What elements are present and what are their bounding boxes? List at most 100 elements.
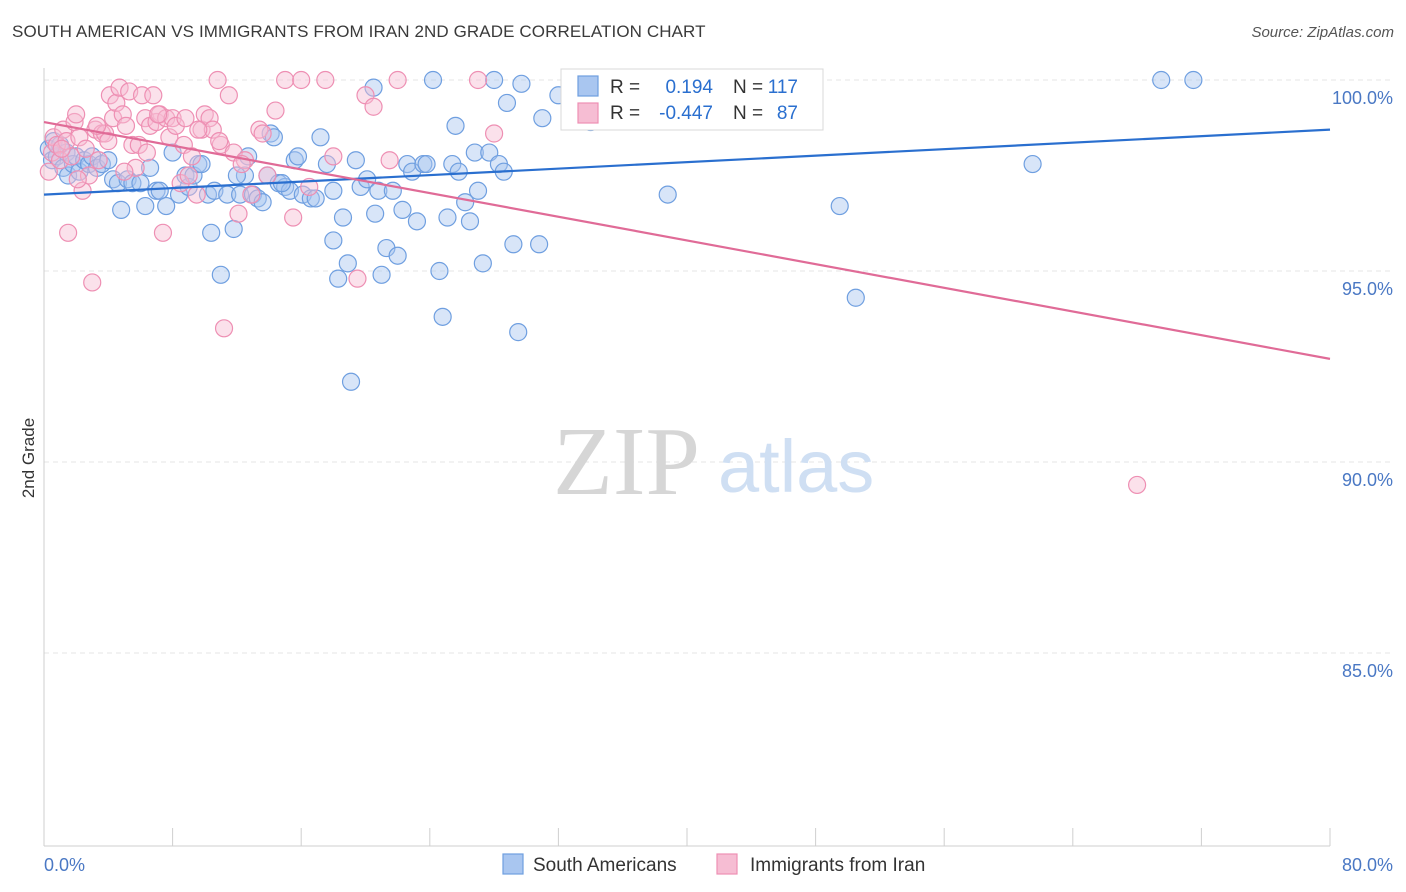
point-south-americans-89 — [468, 181, 488, 200]
point-south-americans-110 — [1152, 70, 1171, 90]
point-south-americans-68 — [369, 181, 388, 200]
point-iran-56 — [229, 204, 248, 223]
point-iran-37 — [153, 223, 173, 242]
point-iran-20 — [99, 132, 118, 151]
point-south-americans-83 — [443, 154, 462, 174]
stats-r-label-2: R = — [610, 103, 640, 124]
point-iran-51 — [208, 70, 227, 90]
watermark-atlas: atlas — [718, 425, 874, 508]
trend-lines — [43, 120, 1331, 360]
point-iran-34 — [144, 86, 163, 105]
point-south-americans-100 — [533, 109, 552, 128]
point-south-americans-73 — [393, 200, 412, 219]
point-iran-72 — [388, 70, 407, 90]
point-south-americans-53 — [288, 147, 308, 166]
point-south-americans-106 — [658, 185, 677, 204]
legend-swatch-iran — [716, 853, 738, 875]
point-iran-53 — [214, 319, 234, 338]
point-iran-10 — [67, 105, 86, 124]
point-south-americans-84 — [446, 116, 465, 135]
point-iran-24 — [110, 78, 129, 97]
point-south-americans-27 — [157, 196, 176, 216]
point-iran-82 — [176, 109, 195, 128]
stats-r-label-1: R = — [610, 77, 640, 98]
point-south-americans-56 — [306, 189, 325, 208]
point-iran-25 — [113, 105, 132, 124]
stats-n-label-1: N = — [733, 77, 763, 98]
stats-box-frame — [560, 68, 824, 131]
point-south-americans-34 — [192, 154, 211, 174]
y-tick-label-3: 85.0% — [1342, 661, 1393, 681]
point-iran-77 — [68, 170, 87, 189]
point-iran-17 — [89, 151, 108, 170]
point-iran-70 — [364, 97, 383, 116]
point-south-americans-19 — [112, 200, 131, 219]
point-iran-84 — [210, 132, 229, 151]
point-iran-83 — [189, 120, 208, 139]
point-iran-80 — [137, 143, 156, 162]
point-iran-28 — [123, 135, 142, 155]
source-credit: Source: ZipAtlas.com — [1251, 24, 1394, 41]
point-iran-61 — [266, 101, 285, 120]
stats-n-label-2: N = — [733, 103, 763, 124]
y-axis-title: 2nd Grade — [19, 418, 38, 498]
point-iran-12 — [73, 181, 92, 200]
tick-labels: 100.0% 95.0% 90.0% 85.0% 0.0% 80.0% — [44, 88, 1393, 875]
point-south-americans-97 — [509, 323, 528, 342]
point-south-americans-24 — [140, 158, 160, 177]
point-iran-75 — [1127, 475, 1147, 495]
point-iran-81 — [149, 105, 168, 124]
point-south-americans-29 — [169, 185, 189, 204]
point-south-americans-76 — [407, 212, 427, 231]
point-iran-64 — [292, 70, 311, 90]
point-iran-65 — [300, 177, 319, 197]
point-iran-14 — [79, 166, 99, 185]
point-south-americans-81 — [433, 307, 452, 326]
point-south-americans-69 — [372, 265, 391, 284]
point-iran-46 — [187, 185, 206, 204]
point-south-americans-10 — [70, 162, 89, 181]
point-south-americans-23 — [136, 196, 155, 216]
axes — [43, 68, 1331, 847]
point-iran-41 — [166, 116, 185, 135]
stats-swatch-south-americans — [577, 75, 599, 97]
point-iran-44 — [179, 166, 198, 185]
x-tick-label-1: 80.0% — [1342, 855, 1393, 875]
stats-swatch-iran — [577, 102, 599, 124]
point-south-americans-26 — [150, 181, 169, 200]
point-iran-66 — [316, 70, 335, 90]
legend-label-south-americans: South Americans — [533, 855, 677, 876]
legend-label-iran: Immigrants from Iran — [750, 855, 925, 876]
point-south-americans-112 — [202, 223, 221, 242]
point-south-americans-63 — [341, 372, 361, 391]
trend-line-iran — [43, 120, 1331, 360]
watermark-zip: ZIP — [553, 408, 700, 516]
point-iran-0 — [39, 162, 58, 181]
point-iran-60 — [258, 166, 277, 185]
point-south-americans-78 — [417, 154, 436, 174]
y-tick-label-2: 90.0% — [1342, 470, 1393, 490]
point-iran-26 — [116, 116, 136, 135]
point-south-americans-16 — [99, 151, 118, 170]
point-iran-74 — [485, 124, 504, 143]
point-south-americans-107 — [830, 196, 849, 216]
point-iran-45 — [182, 147, 201, 166]
point-south-americans-108 — [846, 288, 865, 307]
point-iran-7 — [59, 223, 78, 242]
stats-n-value-1: 117 — [768, 77, 798, 98]
point-south-americans-80 — [430, 261, 449, 281]
point-south-americans-85 — [449, 162, 468, 181]
point-iran-62 — [276, 70, 295, 90]
y-tick-label-1: 95.0% — [1342, 279, 1393, 299]
point-south-americans-7 — [59, 166, 78, 185]
point-iran-73 — [468, 70, 488, 90]
point-south-americans-109 — [1023, 154, 1042, 174]
y-tick-label-0: 100.0% — [1332, 88, 1393, 108]
point-south-americans-59 — [324, 231, 343, 250]
point-south-americans-61 — [333, 208, 353, 227]
point-south-americans-64 — [346, 151, 365, 170]
point-south-americans-87 — [460, 212, 480, 231]
point-south-americans-116 — [366, 204, 385, 223]
legend: South Americans Immigrants from Iran — [502, 853, 925, 876]
point-iran-54 — [219, 86, 238, 105]
